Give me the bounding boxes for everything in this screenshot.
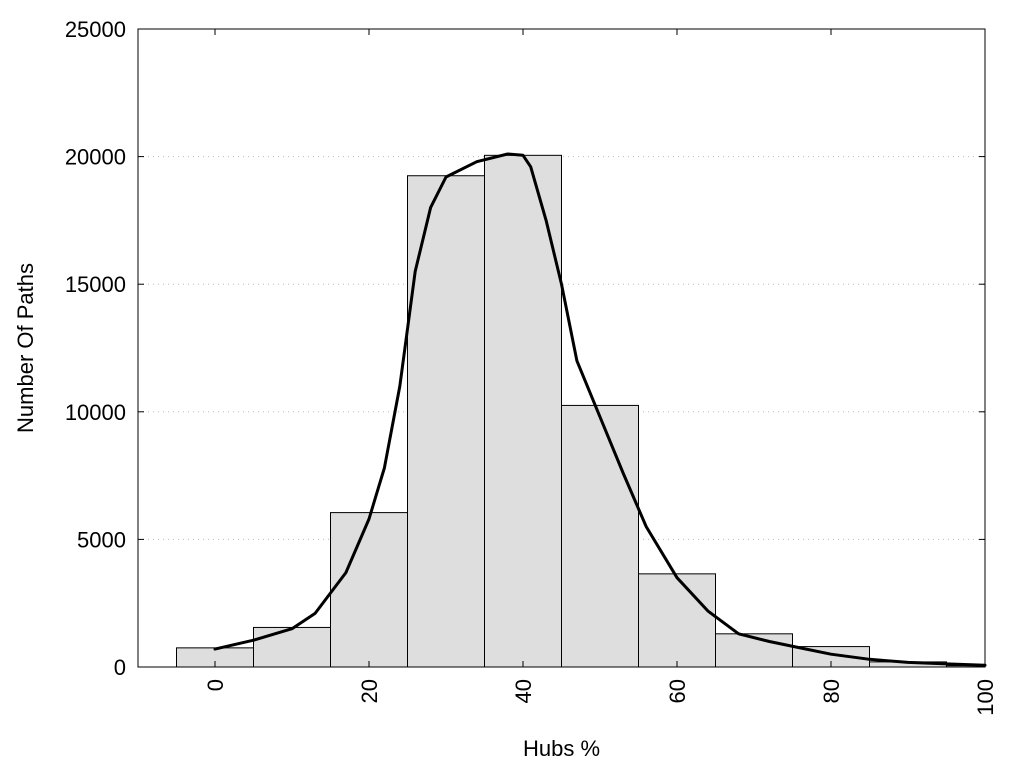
grid-lines [138, 156, 985, 540]
y-tick-label: 10000 [65, 400, 126, 425]
x-tick-label: 0 [203, 679, 228, 691]
x-tick-label: 40 [511, 679, 536, 703]
y-tick-label: 0 [114, 655, 126, 680]
histogram-bar [330, 512, 408, 668]
x-axis-title: Hubs % [523, 736, 600, 761]
histogram-bar [561, 404, 639, 668]
x-tick-label: 60 [665, 679, 690, 703]
histogram-bar [253, 626, 331, 668]
y-tick-label: 15000 [65, 272, 126, 297]
x-tick-label: 80 [819, 679, 844, 703]
x-tick-label: 20 [357, 679, 382, 703]
histogram-bar [638, 573, 716, 668]
y-tick-label: 5000 [77, 527, 126, 552]
y-axis-ticks: 0 5000 10000 15000 20000 25000 [65, 17, 985, 680]
y-tick-label: 25000 [65, 17, 126, 42]
plot-frame [137, 28, 986, 668]
y-axis-title: Number Of Paths [13, 263, 38, 433]
density-curve-layer [213, 152, 987, 667]
x-axis-ticks: 0 20 40 60 80 100 [203, 29, 998, 716]
y-tick-label: 20000 [65, 145, 126, 170]
histogram-bars [176, 154, 986, 668]
x-tick-label: 100 [973, 679, 998, 716]
histogram-bar [407, 175, 485, 668]
density-curve [213, 152, 987, 667]
